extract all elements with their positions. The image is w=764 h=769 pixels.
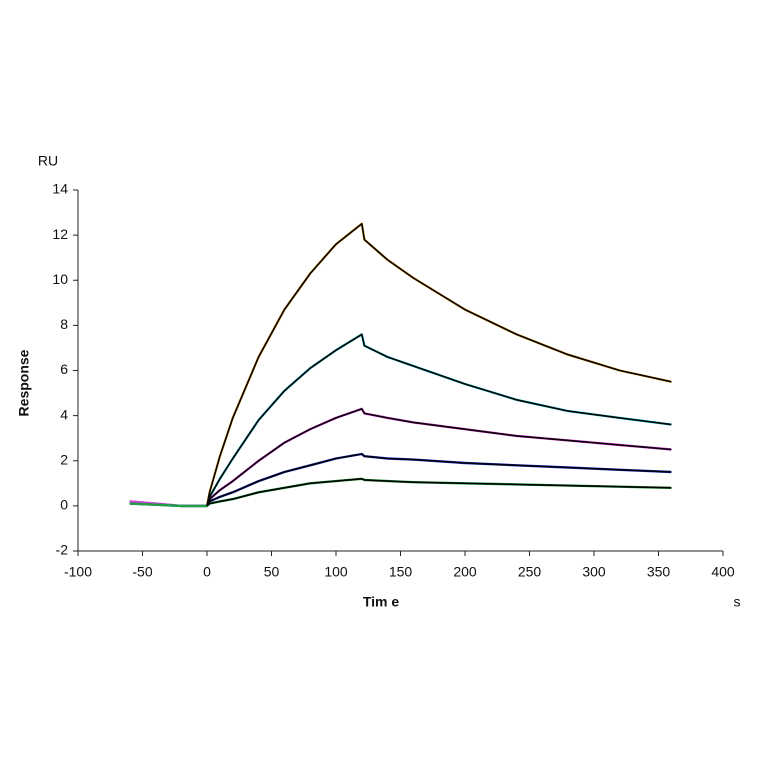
x-tick-label: 50 bbox=[264, 564, 280, 580]
y-tick-label: -2 bbox=[56, 542, 69, 558]
x-tick-label: 300 bbox=[582, 564, 606, 580]
series-line bbox=[206, 223, 672, 507]
x-tick-label: 250 bbox=[518, 564, 542, 580]
x-tick-label: -50 bbox=[132, 564, 152, 580]
x-tick-label: 0 bbox=[203, 564, 211, 580]
series-line bbox=[206, 408, 672, 507]
y-tick-label: 2 bbox=[60, 451, 68, 467]
series-line bbox=[206, 333, 672, 507]
y-tick-label: 8 bbox=[60, 316, 68, 332]
y-tick-label: 6 bbox=[60, 361, 68, 377]
y-axis-label: Response bbox=[16, 349, 32, 416]
y-tick-label: 10 bbox=[52, 271, 68, 287]
series-line bbox=[129, 222, 672, 508]
series-line bbox=[206, 453, 672, 507]
y-unit: RU bbox=[38, 153, 58, 169]
x-unit: s bbox=[734, 594, 741, 610]
x-tick-label: 200 bbox=[453, 564, 477, 580]
y-tick-label: 4 bbox=[60, 406, 68, 422]
series-line bbox=[206, 478, 672, 507]
y-tick-label: 0 bbox=[60, 497, 68, 513]
y-tick-label: 12 bbox=[52, 226, 68, 242]
x-tick-label: 350 bbox=[647, 564, 671, 580]
x-tick-label: 150 bbox=[389, 564, 413, 580]
x-tick-label: 400 bbox=[711, 564, 735, 580]
y-tick-label: 14 bbox=[52, 181, 68, 197]
x-tick-label: 100 bbox=[324, 564, 348, 580]
x-tick-label: -100 bbox=[64, 564, 92, 580]
x-axis-label: Tim e bbox=[363, 594, 400, 610]
